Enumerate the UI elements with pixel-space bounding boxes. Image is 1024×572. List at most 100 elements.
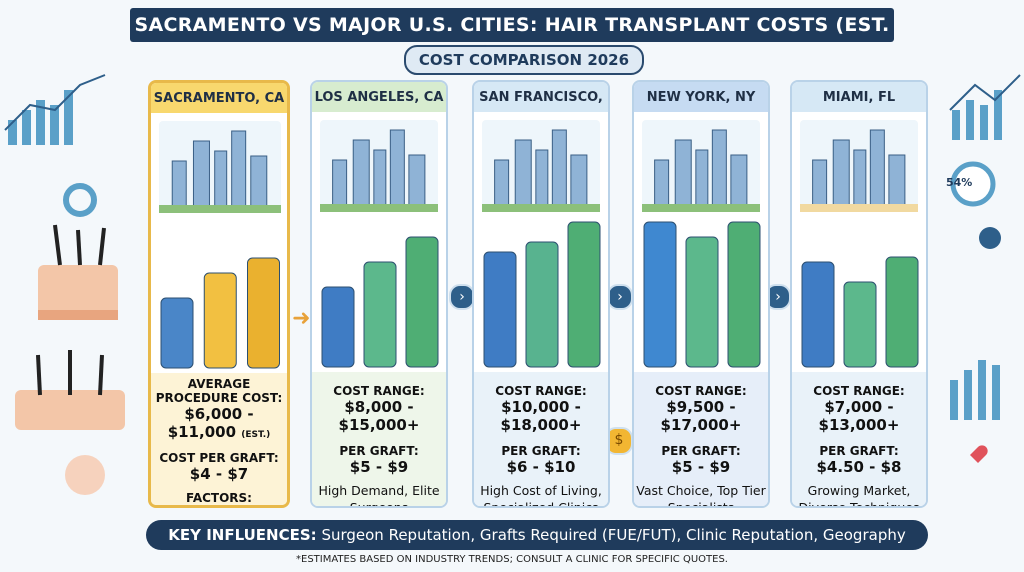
graft-range: $4.50 - $8 — [816, 458, 902, 476]
building — [832, 139, 850, 211]
city-notes: Growing Market, Diverse Techniques — [798, 483, 920, 508]
decor-bar — [643, 221, 677, 368]
building — [494, 159, 510, 211]
cost-range: $6,000 - $11,000 (EST.) — [151, 405, 287, 441]
building — [192, 140, 210, 212]
building — [389, 129, 405, 211]
city-info: COST RANGE: $10,000 - $18,000+ PER GRAFT: $… — [474, 372, 608, 506]
ground — [320, 204, 438, 212]
graft-range: $5 - $9 — [349, 458, 409, 476]
decor-bar — [885, 256, 919, 368]
building — [373, 149, 387, 211]
graft-label: PER GRAFT: — [339, 444, 419, 458]
decor-bar — [363, 261, 397, 368]
illustration — [482, 120, 601, 368]
city-notes: Vast Choice, Top Tier Specialists — [636, 483, 766, 508]
city-card: MIAMI, FL COST RANGE: $7,000 - $13,000+ PER… — [790, 80, 928, 508]
city-name: NEW YORK, NY — [634, 82, 768, 112]
illustration — [320, 120, 439, 368]
city-card: LOS ANGELES, CA COST RANGE: $8,000 - $15,0… — [310, 80, 448, 508]
decor-bar — [567, 221, 601, 368]
illustration — [642, 120, 761, 368]
decor-bar — [247, 257, 281, 369]
cost-value: $7,000 - $13,000+ — [818, 398, 900, 434]
city-name: MIAMI, FL — [792, 82, 926, 112]
city-info: COST RANGE: $9,500 - $17,000+ PER GRAFT: $5… — [634, 372, 768, 506]
illustration — [800, 120, 919, 368]
decor-bar — [685, 236, 719, 368]
title-banner: SACRAMENTO VS MAJOR U.S. CITIES: HAIR TR… — [130, 8, 894, 70]
decor-bar — [801, 261, 835, 368]
building — [332, 159, 348, 211]
side-stat: 54% — [946, 176, 973, 189]
key-text: Surgeon Reputation, Grafts Required (FUE… — [321, 526, 906, 544]
decor-bar — [405, 236, 439, 368]
building — [535, 149, 549, 211]
cost-value: $10,000 - $18,000+ — [500, 398, 582, 434]
graft-label: PER GRAFT: — [661, 444, 741, 458]
illustration — [159, 121, 281, 369]
cost-note: (EST.) — [241, 430, 271, 440]
graft-label: COST PER GRAFT: — [159, 451, 279, 465]
decor-bar — [160, 297, 194, 369]
building — [711, 129, 727, 211]
building — [231, 130, 247, 212]
cost-range: $10,000 - $18,000+ — [474, 398, 608, 434]
building — [352, 139, 370, 211]
cost-label: COST RANGE: — [655, 384, 747, 398]
cost-label: AVERAGE PROCEDURE COST: — [155, 377, 283, 405]
graft-range: $4 - $7 — [189, 465, 249, 483]
graft-range: $6 - $10 — [506, 458, 576, 476]
city-name: LOS ANGELES, CA — [312, 82, 446, 112]
city-info: AVERAGE PROCEDURE COST: $6,000 - $11,000 … — [151, 373, 287, 505]
building — [570, 154, 588, 211]
decor-bar — [843, 281, 877, 368]
city-notes: High Cost of Living, Specialized Clinics — [480, 483, 602, 508]
right-decor — [949, 74, 1021, 463]
subtitle: COST COMPARISON 2026 — [404, 45, 644, 75]
cost-range: $9,500 - $17,000+ — [634, 398, 768, 434]
building — [654, 159, 670, 211]
cost-range: $7,000 - $13,000+ — [792, 398, 926, 434]
key-label: KEY INFLUENCES: — [168, 526, 317, 544]
building — [250, 155, 268, 212]
ground — [800, 204, 918, 212]
cost-value: $8,000 - $15,000+ — [338, 398, 420, 434]
building — [695, 149, 709, 211]
decor-bar — [525, 241, 559, 368]
key-influences: KEY INFLUENCES: Surgeon Reputation, Graf… — [146, 520, 928, 550]
decor-bar — [483, 251, 517, 368]
cost-value: $9,500 - $17,000+ — [660, 398, 742, 434]
city-name: SAN FRANCISCO, CA — [474, 82, 608, 137]
city-name: SACRAMENTO, CA — [151, 83, 287, 113]
city-card: SAN FRANCISCO, CA COST RANGE:$10,000 - $1… — [472, 80, 610, 508]
building — [888, 154, 906, 211]
ground — [482, 204, 600, 212]
building — [812, 159, 828, 211]
cost-label: COST RANGE: — [813, 384, 905, 398]
graft-label: PER GRAFT: — [819, 444, 899, 458]
building — [214, 150, 228, 212]
city-info: COST RANGE: $7,000 - $13,000+ PER GRAFT: $4… — [792, 372, 926, 506]
ground — [642, 204, 760, 212]
building — [674, 139, 692, 211]
city-notes: High Demand, Elite Surgeons — [318, 483, 440, 508]
building — [171, 160, 187, 212]
building — [551, 129, 567, 211]
ground — [159, 205, 281, 213]
building — [730, 154, 748, 211]
city-info: COST RANGE: $8,000 - $15,000+ PER GRAFT: $5… — [312, 372, 446, 506]
left-decor — [4, 74, 125, 495]
city-card: SACRAMENTO, CA AVERAGE PROCEDURE COST: $6,… — [148, 80, 290, 508]
cost-value: $6,000 - $11,000 — [167, 405, 254, 441]
decor-bar — [321, 286, 355, 368]
factors-label: FACTORS: — [186, 491, 252, 505]
arrow-icon: › — [449, 284, 475, 310]
graft-label: PER GRAFT: — [501, 444, 581, 458]
cost-label: COST RANGE: — [333, 384, 425, 398]
building — [869, 129, 885, 211]
decor-bar — [727, 221, 761, 368]
building — [853, 149, 867, 211]
cost-label: COST RANGE: — [495, 384, 587, 398]
